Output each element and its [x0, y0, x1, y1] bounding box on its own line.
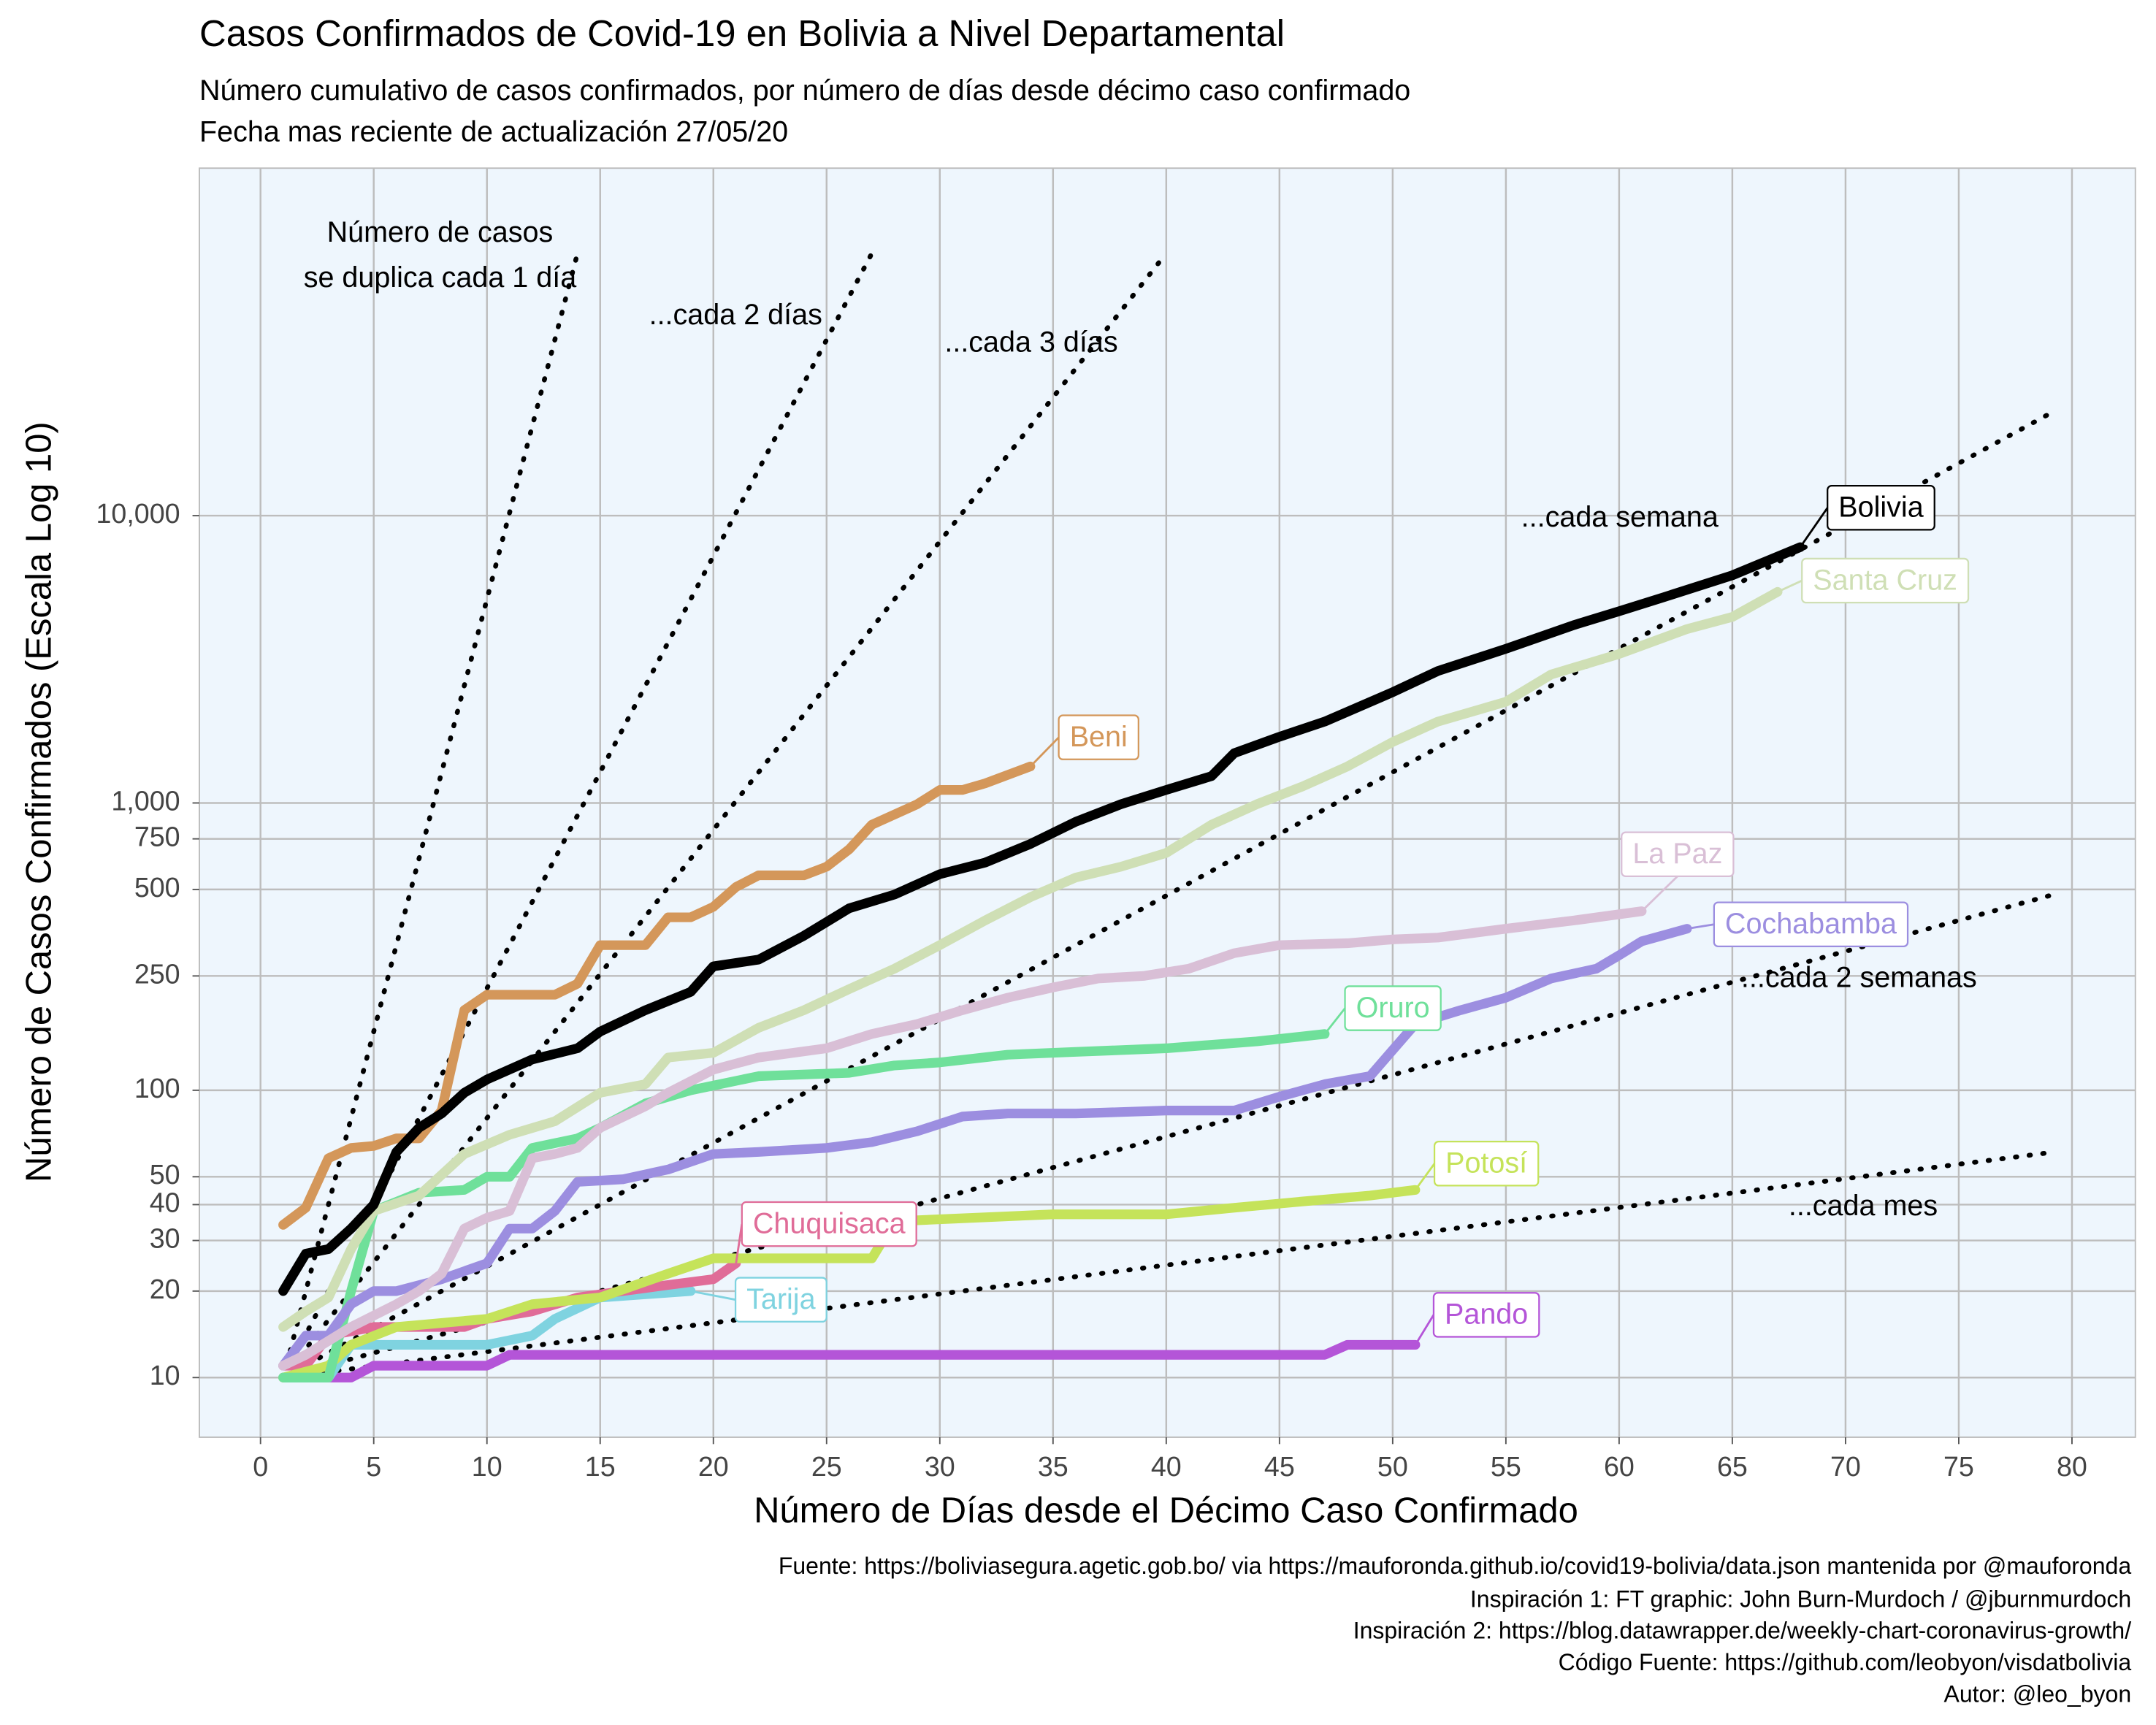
- caption-line: Fuente: https://boliviasegura.agetic.gob…: [779, 1553, 2132, 1579]
- label-box: [1827, 485, 1935, 531]
- y-tick-label: 50: [150, 1159, 180, 1190]
- label-box: [734, 1277, 827, 1323]
- y-tick-label: 40: [150, 1187, 180, 1217]
- chart-title: Casos Confirmados de Covid-19 en Bolivia…: [199, 12, 1285, 54]
- x-tick-label: 75: [1943, 1451, 1974, 1482]
- x-tick-label: 15: [585, 1451, 616, 1482]
- series-line: [278, 761, 1036, 1230]
- caption-line: Autor: @leo_byon: [1943, 1680, 2131, 1707]
- series-label-text: Cochabamba: [1725, 908, 1897, 940]
- series-label-text: Potosí: [1445, 1147, 1527, 1179]
- x-tick-label: 40: [1151, 1451, 1182, 1482]
- series-label: Tarija: [690, 1277, 827, 1323]
- series-line: [278, 1339, 1421, 1382]
- caption: Fuente: https://boliviasegura.agetic.gob…: [779, 1553, 2132, 1707]
- leader-line: [1323, 1007, 1346, 1035]
- label-box: [741, 1201, 917, 1247]
- label-box: [1344, 985, 1442, 1031]
- caption-line: Código Fuente: https://github.com/leobyo…: [1559, 1649, 2132, 1675]
- series-label: Potosí: [1414, 1141, 1540, 1191]
- reference-label: ...cada 2 días: [649, 299, 822, 331]
- series-label-text: La Paz: [1632, 838, 1722, 870]
- x-tick-label: 35: [1038, 1451, 1069, 1482]
- y-tick-label: 30: [150, 1223, 180, 1254]
- reference-label: Número de casos: [327, 216, 554, 248]
- reference-line: [280, 250, 581, 1380]
- series-line: [278, 906, 1647, 1371]
- series-label-text: Oruro: [1356, 992, 1430, 1024]
- x-tick-label: 45: [1264, 1451, 1295, 1482]
- x-tick-label: 60: [1604, 1451, 1635, 1482]
- series-label: La Paz: [1621, 831, 1735, 912]
- reference-label: ...cada 2 semanas: [1741, 961, 1977, 993]
- leader-line: [1414, 1163, 1436, 1191]
- leader-line: [690, 1290, 736, 1301]
- caption-line: Inspiración 2: https://blog.datawrapper.…: [1353, 1618, 2132, 1644]
- y-axis-title: Número de Casos Confirmados (Escala Log …: [19, 421, 58, 1182]
- reference-label: ...cada 3 días: [944, 326, 1117, 359]
- series-label: Cochabamba: [1686, 901, 1909, 947]
- series-label: Oruro: [1323, 985, 1442, 1035]
- x-tick-label: 25: [811, 1451, 842, 1482]
- series-line: [278, 542, 1805, 1296]
- leader-line: [1799, 507, 1829, 548]
- x-tick-label: 50: [1377, 1451, 1408, 1482]
- series-label: Santa Cruz: [1777, 557, 1970, 604]
- reference-label: se duplica cada 1 día: [304, 261, 576, 294]
- x-tick-label: 70: [1830, 1451, 1861, 1482]
- series-label-text: Beni: [1070, 721, 1128, 753]
- leader-line: [1686, 923, 1715, 930]
- y-tick-label: 250: [134, 958, 180, 989]
- reference-line: [280, 250, 875, 1380]
- y-tick-label: 100: [134, 1073, 180, 1104]
- label-box: [1432, 1292, 1540, 1338]
- caption-line: Inspiración 1: FT graphic: John Burn-Mur…: [1470, 1586, 2131, 1612]
- series-label-text: Bolivia: [1838, 492, 1923, 524]
- x-tick-label: 20: [698, 1451, 729, 1482]
- label-box: [1433, 1141, 1540, 1187]
- leader-line: [1777, 579, 1803, 593]
- series-label-text: Santa Cruz: [1813, 564, 1957, 596]
- x-tick-label: 30: [925, 1451, 955, 1482]
- x-tick-label: 80: [2057, 1451, 2087, 1482]
- series-label: Bolivia: [1799, 485, 1935, 548]
- x-axis-title: Número de Días desde el Décimo Caso Conf…: [754, 1491, 1578, 1530]
- series-label: Chuquisaca: [735, 1201, 917, 1263]
- series-label-text: Tarija: [746, 1283, 815, 1315]
- series-label-text: Pando: [1445, 1298, 1528, 1331]
- label-box: [1713, 901, 1909, 947]
- chart-subtitle: Fecha mas reciente de actualización 27/0…: [199, 116, 788, 148]
- leader-line: [1029, 736, 1060, 768]
- x-tick-label: 55: [1491, 1451, 1521, 1482]
- chart-subtitle: Número cumulativo de casos confirmados, …: [199, 74, 1410, 107]
- leader-line: [1640, 875, 1678, 912]
- reference-label: ...cada mes: [1789, 1190, 1938, 1222]
- reference-label: ...cada semana: [1521, 501, 1719, 533]
- series-line: [278, 586, 1783, 1332]
- label-box: [1801, 557, 1970, 604]
- leader-line: [1414, 1314, 1435, 1346]
- series-line: [278, 1185, 1421, 1382]
- y-tick-label: 10: [150, 1360, 180, 1391]
- x-tick-label: 10: [472, 1451, 502, 1482]
- label-box: [1621, 831, 1735, 877]
- label-box: [1058, 714, 1139, 760]
- y-tick-label: 20: [150, 1274, 180, 1304]
- series-label-text: Chuquisaca: [753, 1207, 906, 1239]
- x-tick-label: 65: [1717, 1451, 1748, 1482]
- reference-line: [280, 1150, 2052, 1380]
- reference-line: [280, 250, 1169, 1380]
- reference-line: [280, 411, 2052, 1380]
- y-tick-label: 1,000: [111, 785, 180, 816]
- series-label: Beni: [1029, 714, 1139, 768]
- y-tick-label: 750: [134, 822, 180, 852]
- x-tick-label: 0: [253, 1451, 268, 1482]
- series-label: Pando: [1414, 1292, 1540, 1346]
- x-tick-label: 5: [366, 1451, 381, 1482]
- y-tick-label: 10,000: [96, 498, 180, 529]
- y-tick-label: 500: [134, 872, 180, 903]
- leader-line: [735, 1223, 743, 1263]
